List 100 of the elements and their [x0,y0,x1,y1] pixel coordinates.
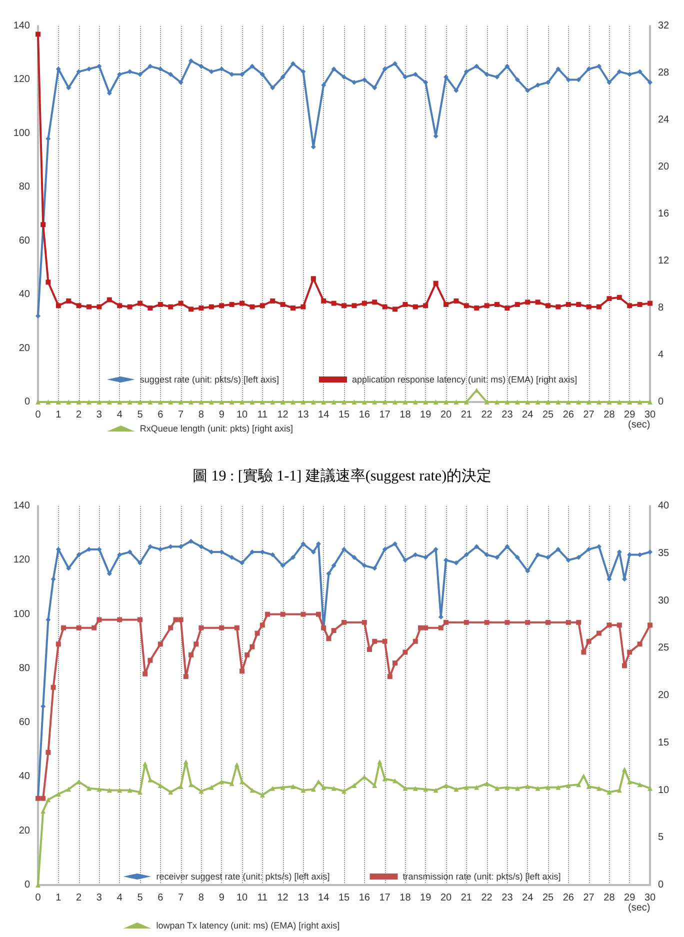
x-tick-label: 27 [583,410,595,420]
legend-label: application response latency (unit: ms) (EMA) [right axis] [352,374,578,384]
y-tick-label: 0 [24,396,30,408]
x-tick-label: 30 [644,892,656,904]
y2-tick-label: 4 [658,350,664,360]
x-tick-label: 5 [137,410,144,420]
legend-label: suggest rate (unit: pkts/s) [left axis] [140,374,279,384]
x-tick-label: 22 [481,892,493,904]
x-tick-label: 24 [522,410,534,420]
x-tick-label: 24 [522,892,534,904]
x-axis-title: (sec) [628,420,650,430]
x-tick-label: 10 [236,410,248,420]
x-tick-label: 15 [338,892,350,904]
y-tick-label: 20 [18,825,30,836]
x-tick-label: 27 [583,892,595,904]
y2-tick-label: 25 [658,642,670,654]
x-tick-label: 17 [379,410,391,420]
x-tick-label: 12 [277,410,289,420]
y-tick-label: 20 [18,342,30,354]
y-tick-label: 120 [13,554,30,566]
x-tick-label: 23 [502,410,514,420]
x-tick-label: 1 [56,892,62,904]
x-tick-label: 6 [158,892,164,904]
x-tick-label: 22 [481,410,493,420]
x-tick-label: 18 [400,892,412,904]
x-tick-label: 9 [218,410,225,420]
y-tick-label: 0 [24,880,30,890]
x-tick-label: 19 [420,410,432,420]
y-tick-label: 100 [13,608,30,620]
x-tick-label: 9 [218,892,225,904]
x-tick-label: 7 [178,410,184,420]
x-tick-label: 14 [318,892,330,904]
x-tick-label: 0 [35,892,42,904]
y-tick-label: 40 [18,771,30,782]
x-tick-label: 13 [298,892,310,904]
y-tick-label: 100 [13,128,30,139]
x-tick-label: 21 [460,892,472,904]
y2-tick-label: 0 [658,396,664,408]
x-tick-label: 12 [277,892,289,904]
x-tick-label: 5 [137,892,144,904]
x-tick-label: 26 [562,892,574,904]
x-tick-label: 14 [318,410,330,420]
x-tick-label: 28 [604,410,616,420]
x-tick-label: 8 [198,892,204,904]
y2-tick-label: 35 [658,548,670,559]
x-tick-label: 1 [56,410,62,420]
x-tick-label: 0 [35,410,42,420]
x-tick-label: 3 [96,410,102,420]
x-tick-label: 23 [502,892,514,904]
x-tick-label: 8 [198,410,204,420]
y2-tick-label: 20 [658,690,670,701]
x-tick-label: 13 [298,410,310,420]
x-tick-label: 20 [440,410,452,420]
y2-tick-label: 32 [658,20,670,32]
legend-label: RxQueue length (unit: pkts) [right axis] [140,424,294,434]
x-tick-label: 21 [460,410,472,420]
x-tick-label: 4 [116,892,123,904]
y2-tick-label: 40 [658,500,670,512]
y2-tick-label: 8 [658,302,664,314]
legend-label: transmission rate (unit: pkts/s) [left axis] [402,872,561,882]
x-axis-title: (sec) [628,902,650,914]
y-tick-label: 140 [13,500,30,512]
x-tick-label: 16 [358,410,370,420]
x-tick-label: 4 [116,410,123,420]
y2-tick-label: 16 [658,208,670,220]
x-tick-label: 11 [257,892,268,904]
x-tick-label: 11 [257,410,268,420]
x-tick-label: 7 [178,892,184,904]
x-tick-label: 20 [440,892,452,904]
y-tick-label: 80 [18,662,30,674]
x-tick-label: 28 [604,892,616,904]
x-tick-label: 17 [379,892,391,904]
y-tick-label: 80 [18,182,30,193]
y2-tick-label: 20 [658,162,670,172]
x-tick-label: 25 [542,410,554,420]
x-tick-label: 26 [562,410,574,420]
legend-label: receiver suggest rate (unit: pkts/s) [left axis] [156,872,330,882]
x-tick-label: 15 [338,410,350,420]
y2-tick-label: 12 [658,256,670,266]
y-tick-label: 60 [18,717,30,728]
y2-tick-label: 24 [658,114,670,126]
y2-tick-label: 15 [658,737,670,748]
x-tick-label: 29 [624,892,636,904]
y2-tick-label: 0 [658,880,664,890]
y-tick-label: 60 [18,235,30,246]
x-tick-label: 6 [158,410,164,420]
x-tick-label: 2 [76,410,82,420]
y-tick-label: 40 [18,289,30,300]
x-tick-label: 30 [644,410,656,420]
y2-tick-label: 5 [658,832,664,844]
y-tick-label: 140 [13,20,30,32]
x-tick-label: 29 [624,410,636,420]
legend-label: lowpan Tx latency (unit: ms) (EMA) [right axis] [156,920,340,930]
y-tick-label: 120 [13,74,30,86]
x-tick-label: 25 [542,892,554,904]
x-tick-label: 19 [420,892,432,904]
x-tick-label: 18 [400,410,412,420]
x-tick-label: 2 [76,892,82,904]
y2-tick-label: 10 [658,784,670,796]
y2-tick-label: 28 [658,68,670,78]
